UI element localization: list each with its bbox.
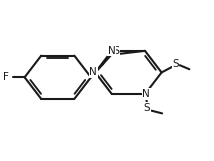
Text: N: N [89,67,97,77]
Text: S: S [144,103,150,113]
Text: S: S [112,46,119,56]
Text: F: F [3,72,9,82]
Text: N: N [142,89,150,99]
Text: N: N [108,46,116,56]
Text: S: S [172,59,179,69]
